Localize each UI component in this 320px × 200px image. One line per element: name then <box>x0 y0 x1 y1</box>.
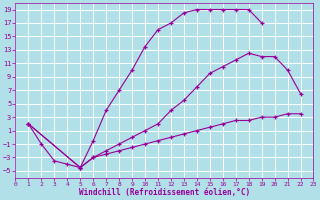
X-axis label: Windchill (Refroidissement éolien,°C): Windchill (Refroidissement éolien,°C) <box>79 188 250 197</box>
